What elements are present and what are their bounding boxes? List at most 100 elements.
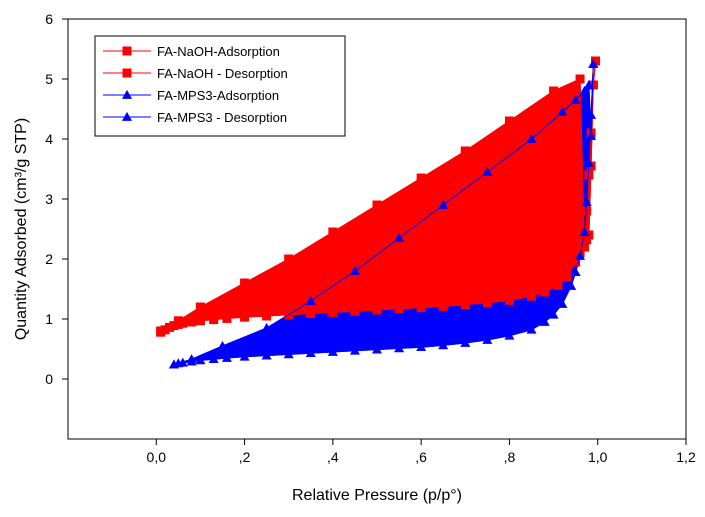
data-point <box>416 342 427 352</box>
legend-label: FA-NaOH - Desorption <box>157 66 288 81</box>
data-point <box>239 351 250 361</box>
data-point <box>156 326 166 336</box>
data-point <box>283 349 294 359</box>
legend-entry: FA-MPS3 - Desorption <box>103 110 287 125</box>
data-point <box>588 80 598 90</box>
legend-entry: FA-NaOH - Desorption <box>103 66 288 81</box>
data-point <box>305 348 316 358</box>
y-tick-label: 3 <box>45 191 53 207</box>
y-tick-label: 1 <box>45 311 53 327</box>
data-point <box>209 315 219 325</box>
data-point <box>571 257 581 267</box>
data-point <box>394 343 405 353</box>
data-point <box>195 302 205 312</box>
data-point <box>584 170 594 180</box>
x-tick-label: ,8 <box>504 449 516 465</box>
data-point <box>579 242 589 252</box>
y-tick-label: 0 <box>45 371 53 387</box>
data-point <box>460 146 470 156</box>
data-point <box>186 354 197 364</box>
plot-frame <box>67 18 687 440</box>
data-point <box>327 346 338 356</box>
legend-label: FA-MPS3-Adsorption <box>157 88 279 103</box>
data-point <box>504 330 515 340</box>
data-point <box>583 157 594 167</box>
data-point <box>416 303 426 313</box>
data-point <box>195 316 205 326</box>
data-point <box>460 337 471 347</box>
data-point <box>221 352 232 362</box>
data-point <box>438 301 448 311</box>
data-point <box>581 196 592 206</box>
data-point <box>328 227 338 237</box>
x-tick-label: 1,2 <box>676 449 696 465</box>
data-point <box>217 340 228 350</box>
data-point <box>526 324 537 334</box>
x-tick-label: 0,0 <box>147 449 167 465</box>
data-point <box>394 304 404 314</box>
data-point <box>349 345 360 355</box>
data-point <box>208 354 219 364</box>
data-point <box>372 200 382 210</box>
data-point <box>173 316 183 326</box>
data-point <box>482 298 492 308</box>
data-point <box>328 307 338 317</box>
data-point <box>240 312 250 322</box>
legend-marker <box>122 111 132 121</box>
x-tick-label: ,2 <box>239 449 251 465</box>
data-point <box>570 94 581 104</box>
series-fa-mps3-desorption <box>168 58 599 369</box>
data-point <box>349 265 360 275</box>
data-point <box>438 340 449 350</box>
y-axis-label: Quantity Adsorbed (cm³/g STP) <box>13 118 30 340</box>
data-point <box>579 226 590 236</box>
data-point <box>504 116 514 126</box>
data-point <box>526 133 537 143</box>
data-point <box>372 305 382 315</box>
x-tick-label: 1,0 <box>588 449 608 465</box>
legend-entry: FA-NaOH-Adsorption <box>103 44 280 59</box>
legend: FA-NaOH-Adsorption FA-NaOH - Desorption FA… <box>94 35 346 137</box>
x-axis-label: Relative Pressure (p/p°) <box>292 487 462 504</box>
data-point <box>575 74 585 84</box>
data-point <box>261 350 272 360</box>
data-point <box>168 359 179 369</box>
data-point <box>579 85 590 95</box>
x-axis: 0,0 ,2 ,4 ,6 ,8 1,0 1,2 <box>147 439 696 465</box>
data-point <box>284 254 294 264</box>
data-point <box>372 344 382 354</box>
data-point <box>504 295 514 305</box>
data-point <box>548 309 559 319</box>
data-point <box>575 250 586 260</box>
data-point <box>195 355 206 365</box>
y-tick-label: 4 <box>45 131 53 147</box>
data-point <box>591 56 601 66</box>
data-point <box>240 278 250 288</box>
x-tick-label: ,6 <box>415 449 427 465</box>
y-tick-label: 6 <box>45 11 53 27</box>
data-point <box>460 300 470 310</box>
data-point <box>416 173 426 183</box>
data-point <box>482 334 493 344</box>
legend-label: FA-NaOH-Adsorption <box>157 44 280 59</box>
legend-marker <box>122 68 132 78</box>
data-point <box>540 287 550 297</box>
legend-marker <box>122 46 132 56</box>
data-point <box>557 106 568 116</box>
data-point <box>305 295 316 305</box>
y-tick-label: 2 <box>45 251 53 267</box>
series-layer <box>156 56 601 369</box>
data-point <box>582 235 592 245</box>
y-tick-label: 5 <box>45 71 53 87</box>
legend-entry: FA-MPS3-Adsorption <box>103 88 279 103</box>
data-point <box>394 232 405 242</box>
data-point <box>553 280 563 290</box>
data-point <box>566 280 577 290</box>
series-line <box>160 60 597 332</box>
data-point <box>350 306 360 316</box>
legend-marker <box>122 89 132 99</box>
data-point <box>187 317 197 327</box>
data-point <box>570 267 581 277</box>
data-point <box>262 311 272 321</box>
data-point <box>562 272 572 282</box>
